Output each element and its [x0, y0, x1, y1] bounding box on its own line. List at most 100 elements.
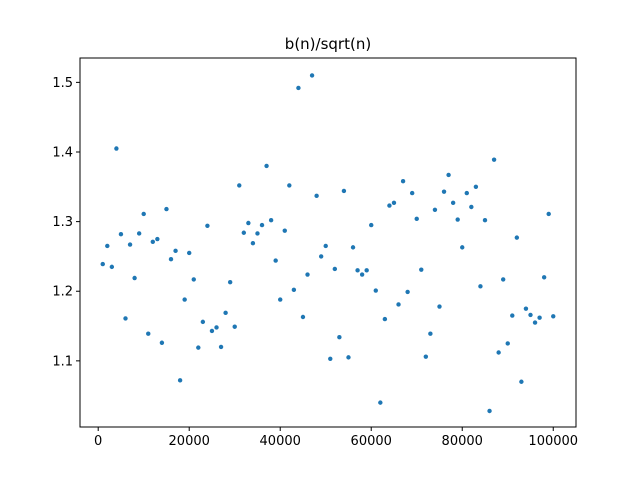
data-point	[378, 400, 383, 405]
data-point	[118, 231, 124, 237]
data-point	[287, 183, 292, 188]
x-tick-label: 20000	[169, 434, 210, 449]
data-point	[241, 230, 247, 235]
y-axis: 1.1 1.2 1.3 1.4 1.5	[52, 76, 80, 369]
data-points	[100, 73, 556, 414]
data-point	[391, 200, 397, 206]
data-point	[200, 319, 206, 325]
data-point	[355, 268, 360, 273]
data-point	[382, 316, 388, 322]
data-point	[437, 304, 442, 309]
data-point	[500, 277, 506, 282]
data-point	[460, 245, 465, 250]
data-point	[423, 354, 429, 359]
data-point	[309, 73, 315, 78]
data-point	[350, 245, 356, 250]
data-point	[187, 250, 192, 256]
data-point	[496, 350, 501, 355]
data-point	[150, 239, 156, 244]
y-tick-label: 1.3	[52, 215, 73, 230]
x-tick-label: 60000	[351, 434, 392, 449]
data-point	[396, 302, 401, 307]
data-point	[491, 157, 497, 162]
data-point	[478, 284, 483, 289]
chart-title: b(n)/sqrt(n)	[285, 35, 371, 53]
data-point	[314, 193, 319, 199]
data-point	[455, 217, 460, 222]
data-point	[541, 275, 547, 280]
x-tick-label: 0	[94, 434, 102, 449]
data-point	[369, 222, 374, 228]
data-point	[441, 189, 447, 194]
data-point	[282, 228, 287, 233]
data-point	[114, 146, 119, 151]
data-point	[482, 218, 488, 223]
data-point	[218, 344, 224, 350]
data-point	[551, 314, 556, 319]
x-tick-label: 80000	[442, 434, 483, 449]
data-point	[296, 85, 301, 91]
data-point	[196, 345, 201, 350]
data-point	[387, 203, 392, 208]
data-point	[546, 211, 551, 217]
data-point	[182, 297, 187, 302]
data-point	[528, 312, 533, 318]
data-point	[205, 223, 210, 228]
data-point	[255, 231, 260, 236]
data-point	[405, 289, 410, 295]
data-point	[123, 316, 128, 321]
data-point	[146, 331, 151, 336]
data-point	[109, 264, 115, 270]
x-axis: 0 20000 40000 60000 80000 100000	[94, 427, 578, 449]
data-point	[432, 207, 438, 212]
data-point	[510, 313, 515, 318]
data-point	[227, 279, 233, 285]
x-tick-label: 100000	[528, 434, 578, 449]
data-point	[268, 218, 274, 223]
data-point	[273, 258, 278, 263]
data-point	[214, 325, 219, 330]
data-point	[532, 320, 538, 325]
data-point	[409, 190, 415, 196]
data-point	[487, 408, 492, 414]
data-point	[237, 183, 242, 188]
plot-frame	[79, 57, 577, 428]
data-point	[173, 248, 178, 254]
data-point	[232, 324, 237, 329]
data-point	[341, 188, 347, 194]
data-point	[332, 266, 338, 272]
data-point	[428, 331, 433, 336]
y-tick-label: 1.5	[52, 76, 73, 91]
data-point	[414, 216, 419, 222]
y-tick-label: 1.2	[52, 285, 73, 300]
data-point	[278, 297, 283, 302]
data-point	[519, 379, 524, 384]
data-point	[469, 204, 474, 210]
data-point	[473, 184, 479, 189]
data-point	[514, 235, 520, 240]
y-tick-label: 1.4	[52, 145, 73, 160]
data-point	[105, 243, 110, 249]
data-point	[364, 268, 369, 273]
data-point	[223, 310, 228, 316]
data-point	[209, 328, 215, 334]
data-point	[155, 236, 160, 242]
data-point	[141, 211, 146, 217]
data-point	[300, 314, 306, 320]
data-point	[450, 200, 456, 206]
data-point	[264, 163, 269, 169]
data-point	[373, 288, 378, 293]
data-point	[337, 334, 342, 340]
data-point	[291, 287, 297, 293]
data-point	[177, 378, 183, 383]
data-point	[323, 243, 328, 249]
data-point	[259, 222, 265, 228]
data-point	[505, 341, 510, 346]
data-point	[246, 220, 251, 226]
x-tick-label: 40000	[260, 434, 301, 449]
data-point	[305, 272, 310, 277]
data-point	[100, 261, 105, 267]
y-tick-label: 1.1	[52, 354, 73, 369]
data-point	[346, 355, 351, 360]
